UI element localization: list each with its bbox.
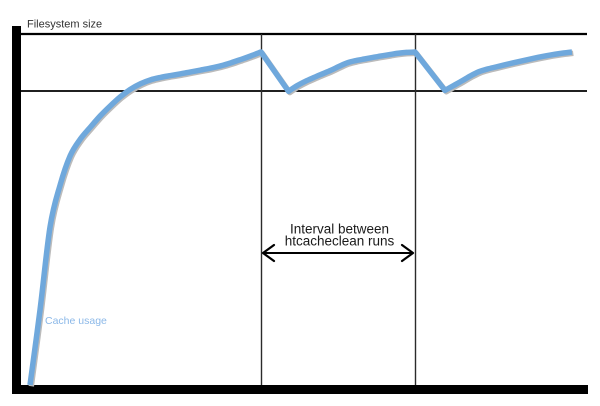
- svg-text:Cache usage: Cache usage: [45, 315, 107, 327]
- svg-text:Filesystem size: Filesystem size: [27, 19, 102, 31]
- svg-text:htcacheclean runs: htcacheclean runs: [285, 234, 395, 249]
